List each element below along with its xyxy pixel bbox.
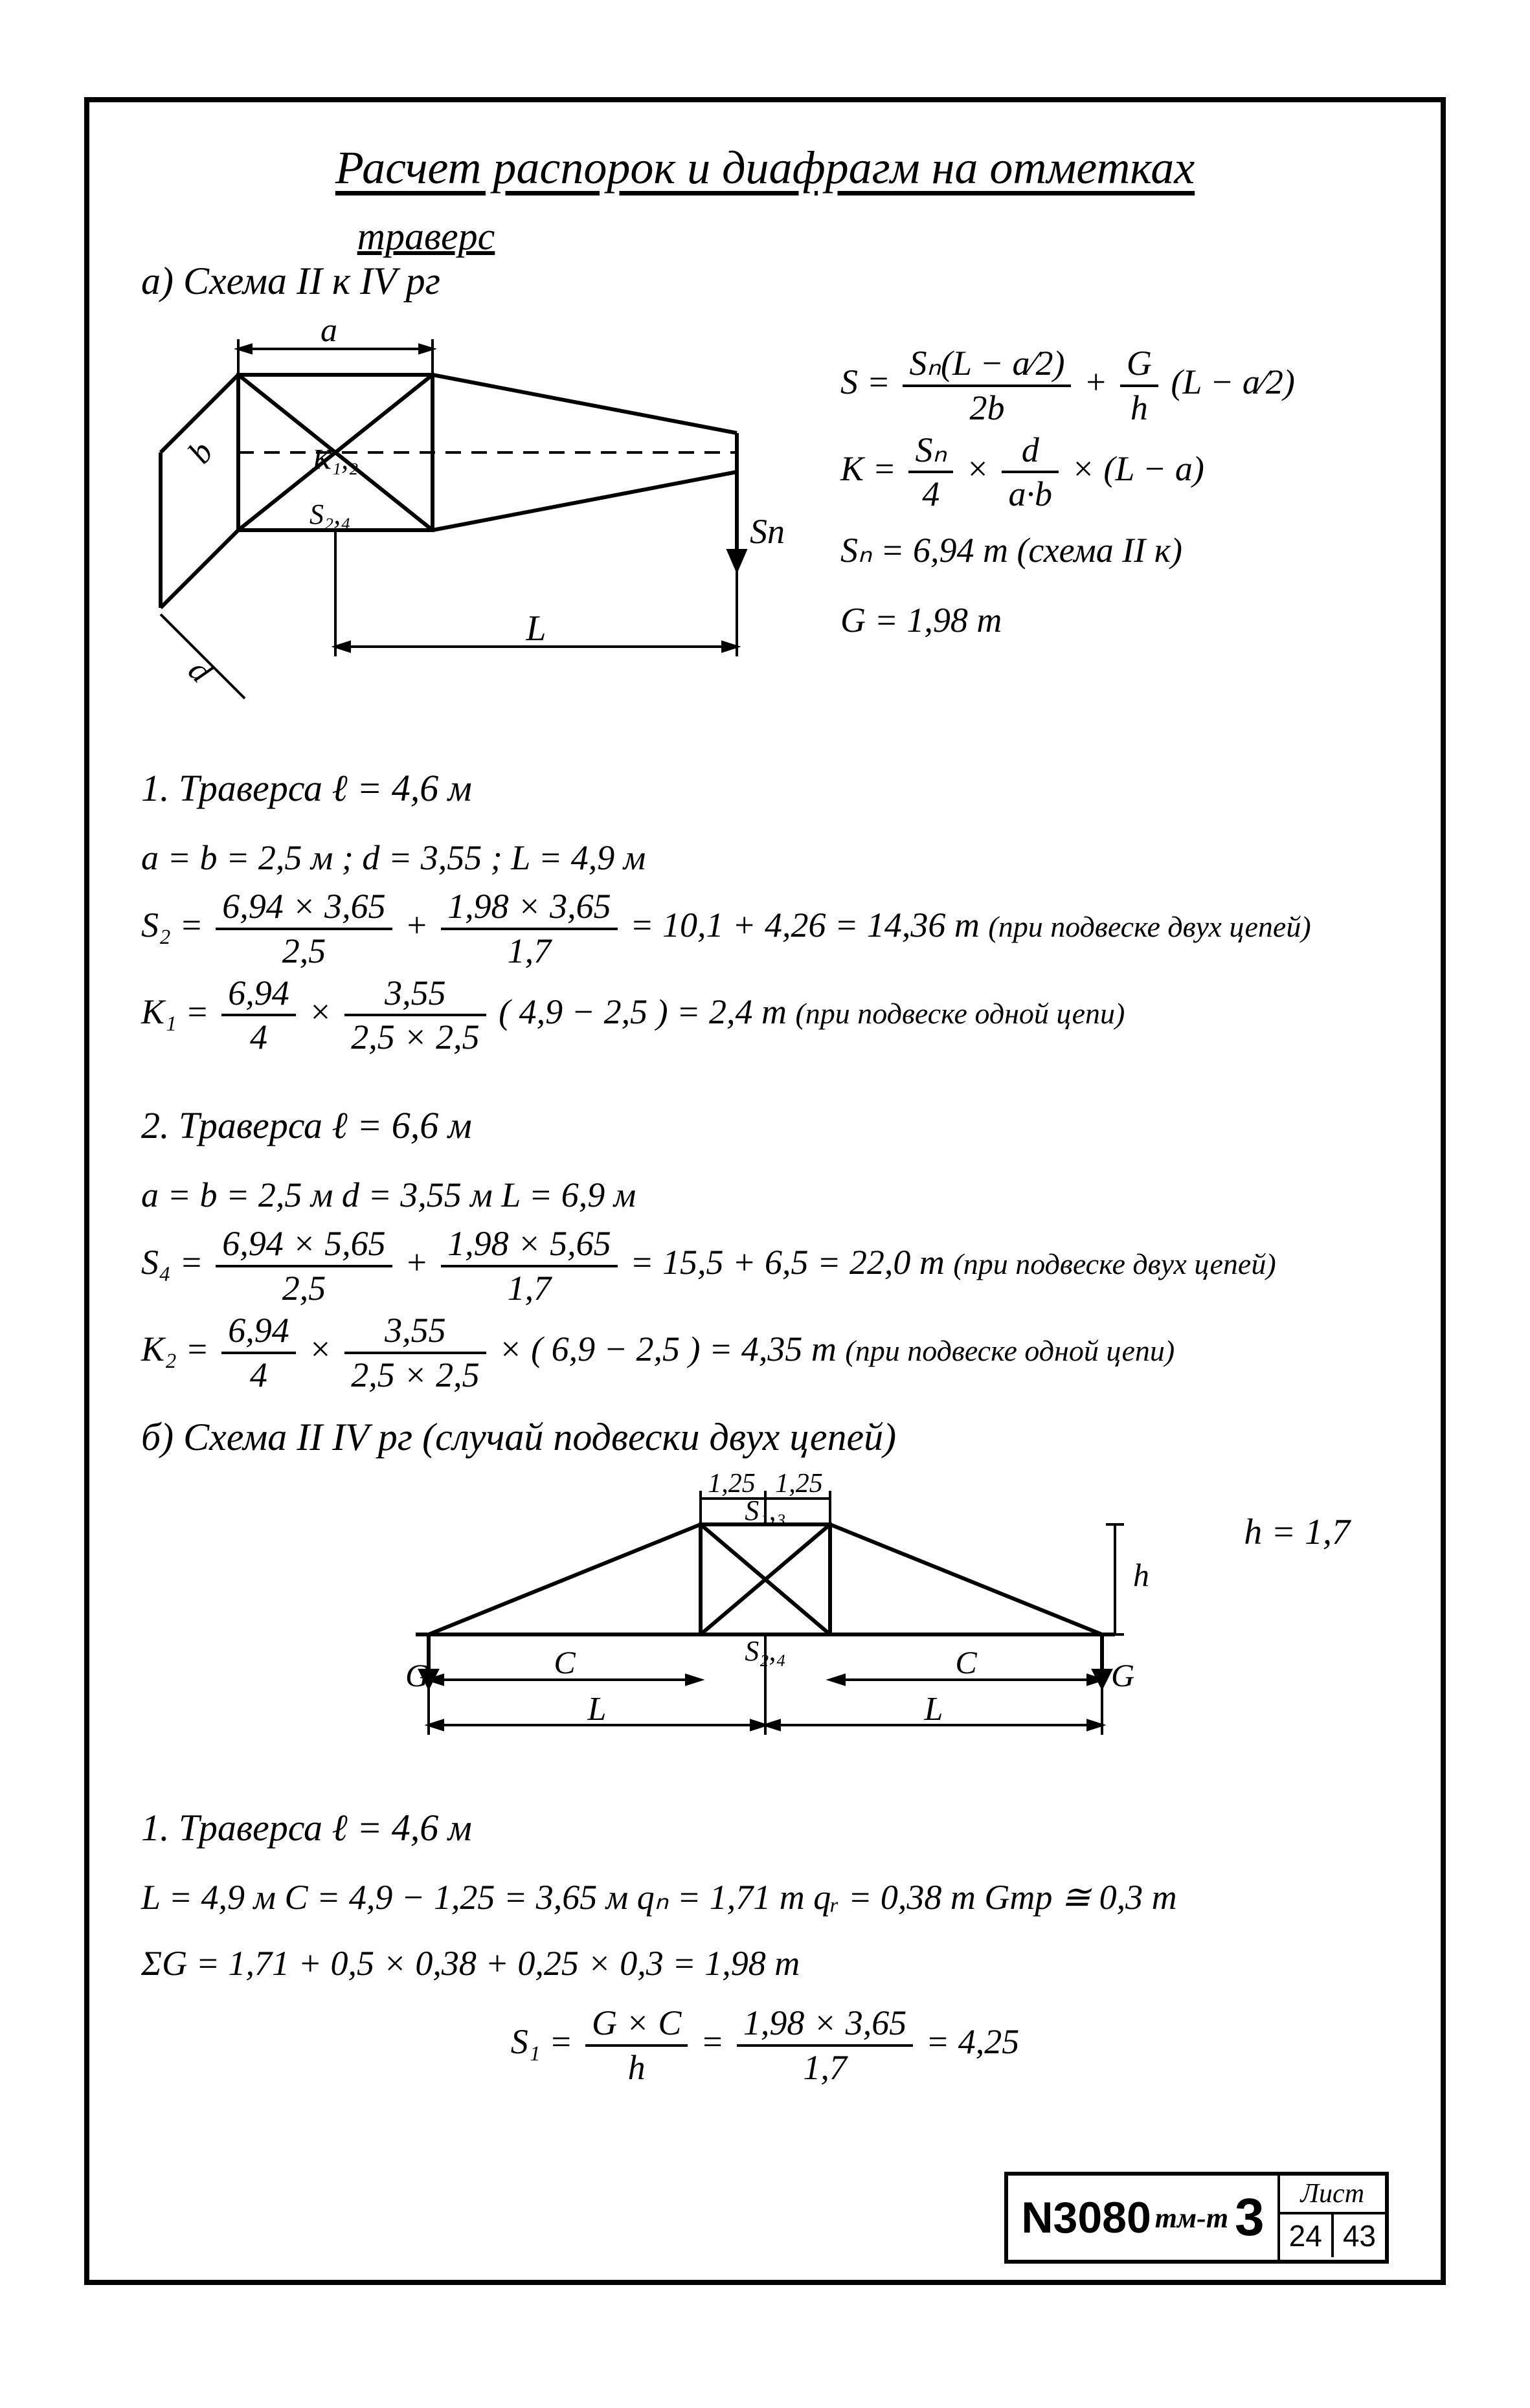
tb-suffix: тм-т (1155, 2202, 1228, 2235)
section-a-label: а) Схема II к IV рг (141, 259, 1389, 304)
K2-n2: 3,55 (344, 1310, 486, 1354)
dim-c1: C (554, 1644, 576, 1680)
K-num1: Sₙ (908, 429, 953, 474)
S1-lead: S₁ = (511, 2022, 573, 2061)
K2-n1: 6,94 (221, 1310, 296, 1354)
K2-d2: 2,5 × 2,5 (344, 1354, 486, 1396)
dim-b: b (181, 434, 221, 471)
diagram-a: a b d K₁,₂ S₂,₄ Sn (141, 310, 802, 715)
case1-params: a = b = 2,5 м ; d = 3,55 ; L = 4,9 м (141, 830, 1389, 886)
K1-n1: 6,94 (221, 972, 296, 1017)
case2-block: 2. Траверса ℓ = 6,6 м a = b = 2,5 м d = … (141, 1084, 1389, 1396)
label-sn: Sn (750, 512, 785, 551)
dim-L: L (525, 608, 546, 649)
K1-x: × (308, 992, 332, 1031)
S1-n2: 1,98 × 3,65 (737, 2002, 913, 2047)
tb-num: 3080 (1053, 2192, 1151, 2243)
S2-note: (при подвеске двух цепей) (988, 910, 1311, 943)
drawing-frame: Расчет распорок и диафрагм на отметках т… (84, 97, 1446, 2285)
S4-note: (при подвеске двух цепей) (953, 1247, 1276, 1280)
S1-d1: h (585, 2047, 688, 2089)
S4-lead: S₄ = (141, 1243, 203, 1282)
section-b-label: б) Схема II IV рг (случай подвески двух … (141, 1415, 1389, 1460)
page-title: Расчет распорок и диафрагм на отметках (141, 141, 1389, 195)
S4-n1: 6,94 × 5,65 (216, 1223, 392, 1267)
caseB1-head: 1. Траверса ℓ = 4,6 м (141, 1787, 1389, 1869)
label-s13: S₁,₃ (745, 1495, 786, 1526)
dim-L1: L (587, 1691, 606, 1728)
K2-lead: K₂ = (141, 1330, 209, 1368)
eq-G: G = 1,98 т (840, 585, 1295, 655)
K1-lead: K₁ = (141, 992, 209, 1031)
K2-x: × (308, 1330, 332, 1368)
K-den1: 4 (908, 473, 953, 515)
caseB1-params: L = 4,9 м C = 4,9 − 1,25 = 3,65 м qₙ = 1… (141, 1869, 1389, 1925)
dim-d: d (181, 652, 219, 690)
S1-eq: = (701, 2022, 724, 2061)
S4-eq: = 15,5 + 6,5 = 22,0 т (630, 1243, 945, 1282)
label-k12: K₁,₂ (312, 443, 359, 475)
caseB1-block: 1. Траверса ℓ = 4,6 м L = 4,9 м C = 4,9 … (141, 1787, 1389, 2088)
S-tail: (L − a⁄2) (1171, 362, 1294, 401)
S2-d2: 1,7 (441, 930, 617, 972)
S4-n2: 1,98 × 5,65 (441, 1223, 617, 1267)
K1-d1: 4 (221, 1016, 296, 1058)
K2-d1: 4 (221, 1354, 296, 1396)
tb-page2: 43 (1334, 2214, 1385, 2257)
K-den2: a·b (1002, 473, 1059, 515)
label-G2: G (1111, 1657, 1134, 1693)
tb-big: 3 (1235, 2187, 1265, 2248)
K1-n2: 3,55 (344, 972, 486, 1017)
tb-list-label: Лист (1280, 2176, 1385, 2214)
S-den2: h (1120, 387, 1158, 429)
dim-a: a (321, 312, 337, 349)
case2-head: 2. Траверса ℓ = 6,6 м (141, 1084, 1389, 1167)
diagram-b: 1,25 1,25 S₁,₃ S₂,₄ h (377, 1466, 1154, 1780)
K2-tail: × ( 6,9 − 2,5 ) = 4,35 т (499, 1330, 837, 1368)
h-value: h = 1,7 (1244, 1511, 1350, 1553)
K2-note: (при подвеске одной цепи) (845, 1334, 1175, 1367)
K-num2: d (1002, 429, 1059, 474)
subtitle-travers: траверс (258, 214, 594, 259)
S4-d2: 1,7 (441, 1267, 617, 1310)
eq-S: S = (840, 362, 890, 401)
S1-n1: G × C (585, 2002, 688, 2047)
K1-d2: 2,5 × 2,5 (344, 1016, 486, 1058)
S2-plus: + (405, 906, 428, 944)
S4-d1: 2,5 (216, 1267, 392, 1310)
label-G1: G (405, 1657, 429, 1693)
S2-d1: 2,5 (216, 930, 392, 972)
K-tail: × (L − a) (1071, 449, 1204, 488)
eq-Sn: Sₙ = 6,94 т (схема II к) (840, 515, 1295, 585)
S1-res: = 4,25 (926, 2022, 1019, 2061)
K-times: × (965, 449, 989, 488)
dim-L2: L (923, 1691, 943, 1728)
dim-h: h (1133, 1557, 1149, 1593)
S2-eq: = 10,1 + 4,26 = 14,36 т (630, 906, 980, 944)
S-num2: G (1120, 342, 1158, 387)
tb-letter: N (1021, 2192, 1053, 2243)
K1-note: (при подвеске одной цепи) (795, 997, 1125, 1030)
S-plus: + (1084, 362, 1107, 401)
title-block: N3080 тм-т 3 Лист 24 43 (1004, 2172, 1389, 2264)
case2-params: a = b = 2,5 м d = 3,55 м L = 6,9 м (141, 1167, 1389, 1223)
eq-K: K = (840, 449, 896, 488)
K1-tail: ( 4,9 − 2,5 ) = 2,4 т (499, 992, 787, 1031)
S-den1: 2b (903, 387, 1071, 429)
S1-d2: 1,7 (737, 2047, 913, 2089)
label-s24: S₂,₄ (309, 498, 351, 530)
S-num1: Sₙ(L − a⁄2) (903, 342, 1071, 387)
S2-n1: 6,94 × 3,65 (216, 886, 392, 930)
S2-n2: 1,98 × 3,65 (441, 886, 617, 930)
S4-plus: + (405, 1243, 428, 1282)
dim-c2: C (955, 1644, 977, 1680)
formula-block-a: S = Sₙ(L − a⁄2)2b + Gh (L − a⁄2) K = Sₙ4… (840, 342, 1295, 655)
S2-lead: S₂ = (141, 906, 203, 944)
case1-head: 1. Траверса ℓ = 4,6 м (141, 747, 1389, 830)
tb-page1: 24 (1280, 2214, 1334, 2257)
case1-block: 1. Траверса ℓ = 4,6 м a = b = 2,5 м ; d … (141, 747, 1389, 1058)
caseB1-sumG: ΣG = 1,71 + 0,5 × 0,38 + 0,25 × 0,3 = 1,… (141, 1925, 1389, 2002)
